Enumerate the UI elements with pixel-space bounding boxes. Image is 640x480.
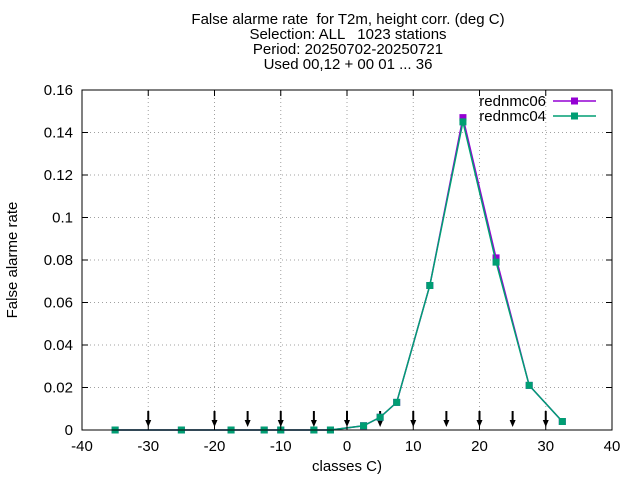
arrow-marker-head xyxy=(509,420,516,427)
axis-ticks: -40 -30 -20 -10 0 10 20 30 40 0 0.02 0.04 0.06 0.08 0.… xyxy=(44,82,621,455)
data-point-rednmc04 xyxy=(393,398,401,406)
y-tick-label: 0 xyxy=(65,422,73,439)
y-axis-label: False alarme rate xyxy=(4,202,21,319)
y-tick-label: 0.04 xyxy=(44,337,73,354)
y-tick-label: 0.02 xyxy=(44,380,73,397)
x-tick-label: 10 xyxy=(405,438,422,455)
chart-title-line-3: Period: 20250702-20250721 xyxy=(252,41,444,58)
arrow-marker-head xyxy=(542,420,549,427)
x-axis-label: classes C) xyxy=(312,458,382,475)
series-line-rednmc06 xyxy=(115,117,563,431)
data-point-rednmc04 xyxy=(492,258,500,266)
x-tick-label: -10 xyxy=(270,438,292,455)
data-point-rednmc06 xyxy=(459,114,467,122)
y-tick-label: 0.08 xyxy=(44,252,73,269)
legend-marker-rednmc06 xyxy=(571,97,578,105)
chart-title-line-1: False alarme rate for T2m, height corr. … xyxy=(191,11,505,28)
series-line-rednmc04 xyxy=(115,121,563,431)
arrow-marker-head xyxy=(244,420,251,427)
data-point-rednmc06 xyxy=(492,254,500,262)
arrow-marker-head xyxy=(476,420,483,427)
arrow-marker-head xyxy=(145,420,152,427)
arrow-marker-head xyxy=(377,420,384,427)
arrow-marker-head xyxy=(211,420,218,427)
chart-title-line-2: Selection: ALL 1023 stations xyxy=(249,26,447,43)
legend-label-rednmc06: rednmc06 xyxy=(479,93,546,110)
arrow-marker-head xyxy=(410,420,417,427)
data-point-rednmc04 xyxy=(525,381,533,389)
data-point-rednmc04 xyxy=(459,118,467,126)
series-lines xyxy=(111,114,566,434)
legend-marker-rednmc04 xyxy=(571,112,578,120)
arrow-markers xyxy=(145,411,549,427)
x-tick-label: -40 xyxy=(71,438,93,455)
x-tick-label: 30 xyxy=(537,438,554,455)
arrow-marker-head xyxy=(344,420,350,427)
y-tick-label: 0.1 xyxy=(52,210,73,227)
y-tick-label: 0.06 xyxy=(44,295,73,312)
x-tick-label: 20 xyxy=(471,438,488,455)
arrow-marker-head xyxy=(277,420,284,427)
data-point-rednmc04 xyxy=(376,413,384,421)
y-tick-label: 0.16 xyxy=(44,82,73,99)
grid-lines xyxy=(82,90,612,430)
arrow-marker-head xyxy=(310,420,317,427)
arrow-marker-head xyxy=(443,420,450,427)
chart-title-line-4: Used 00,12 + 00 01 ... 36 xyxy=(263,56,433,73)
x-tick-label: -20 xyxy=(204,438,226,455)
data-point-rednmc04 xyxy=(360,422,368,430)
x-tick-label: 0 xyxy=(343,438,351,455)
y-tick-label: 0.14 xyxy=(44,125,73,142)
x-tick-label: -30 xyxy=(137,438,159,455)
legend-label-rednmc04: rednmc04 xyxy=(479,108,546,125)
data-point-rednmc04 xyxy=(426,282,434,289)
y-tick-label: 0.12 xyxy=(44,167,73,184)
data-point-rednmc04 xyxy=(558,418,566,425)
x-tick-label: 40 xyxy=(604,438,621,455)
